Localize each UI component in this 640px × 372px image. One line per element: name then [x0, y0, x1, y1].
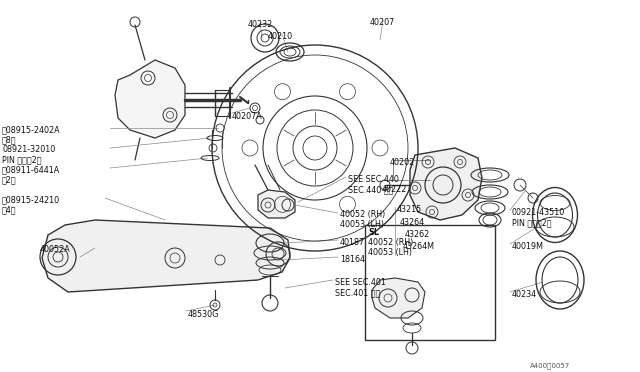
Text: （2）: （2）: [2, 175, 17, 184]
Polygon shape: [372, 278, 425, 318]
Text: PIN ピン（2）: PIN ピン（2）: [512, 218, 552, 227]
Text: （8）: （8）: [2, 135, 17, 144]
Text: 40207A: 40207A: [232, 112, 263, 121]
Text: 40232: 40232: [248, 20, 273, 29]
Text: 40053 (LH): 40053 (LH): [340, 220, 384, 229]
Polygon shape: [410, 148, 482, 220]
Text: 43264: 43264: [400, 218, 425, 227]
Text: PIN ピン（2）: PIN ピン（2）: [2, 155, 42, 164]
Text: （4）: （4）: [2, 205, 17, 214]
Text: SL: SL: [368, 228, 379, 237]
Text: Ⓢ08915-24210: Ⓢ08915-24210: [2, 195, 60, 204]
Text: SEE SEC.401: SEE SEC.401: [335, 278, 386, 287]
Polygon shape: [115, 60, 185, 138]
Text: SEC.440 参照: SEC.440 参照: [348, 185, 393, 194]
Text: 40053 (LH): 40053 (LH): [368, 248, 412, 257]
Text: 40052A: 40052A: [40, 245, 71, 254]
Text: ⓝ08911-6441A: ⓝ08911-6441A: [2, 165, 60, 174]
Text: 40019M: 40019M: [512, 242, 544, 251]
Text: ⓝ08915-2402A: ⓝ08915-2402A: [2, 125, 61, 134]
Polygon shape: [258, 190, 295, 218]
Text: 40207: 40207: [370, 18, 396, 27]
Text: 40222: 40222: [382, 185, 408, 194]
Text: 40052 (RH): 40052 (RH): [368, 238, 413, 247]
Text: A400。0057: A400。0057: [530, 362, 570, 369]
Text: 08921-32010: 08921-32010: [2, 145, 55, 154]
Bar: [365, 225, 495, 340]
Text: 43262: 43262: [405, 230, 430, 239]
Polygon shape: [42, 220, 290, 292]
Text: 40187: 40187: [340, 238, 365, 247]
Text: 43215: 43215: [397, 205, 422, 214]
Text: 40052 (RH): 40052 (RH): [340, 210, 385, 219]
Text: 40210: 40210: [268, 32, 293, 41]
Text: SEE SEC.440: SEE SEC.440: [348, 175, 399, 184]
Text: 40234: 40234: [512, 290, 537, 299]
Text: 43264M: 43264M: [403, 242, 435, 251]
Text: SEC.401 参照: SEC.401 参照: [335, 288, 380, 297]
Text: 40202: 40202: [390, 158, 415, 167]
Text: 18164: 18164: [340, 255, 365, 264]
Text: 48530G: 48530G: [188, 310, 220, 319]
Text: 00921-43510: 00921-43510: [512, 208, 565, 217]
